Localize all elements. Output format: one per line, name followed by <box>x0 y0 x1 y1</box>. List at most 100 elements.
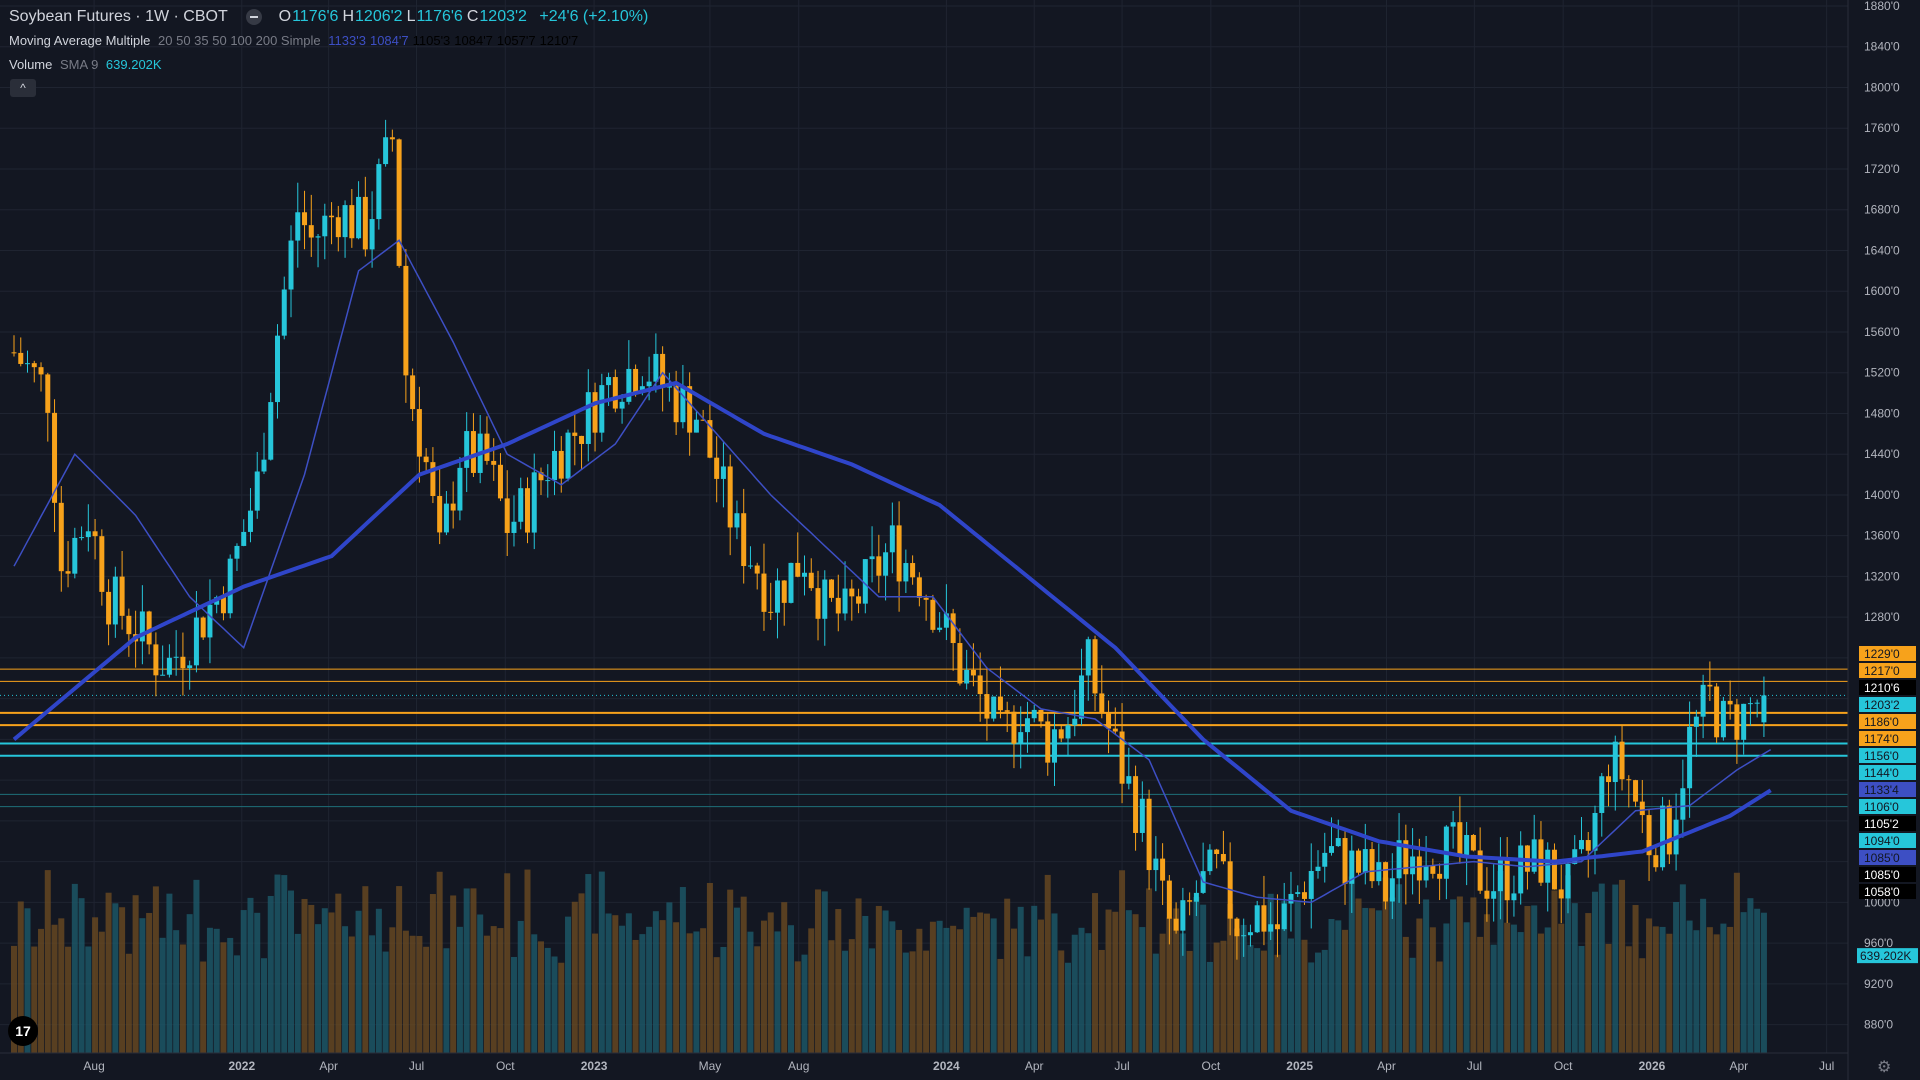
candle-body <box>1274 924 1280 930</box>
time-tick-label: Jul <box>1819 1059 1834 1073</box>
volume-bar <box>1510 924 1517 1053</box>
volume-bar <box>956 929 963 1053</box>
ohlc-label-h: H <box>342 8 355 25</box>
volume-bar <box>1004 898 1011 1053</box>
volume-bar <box>450 895 457 1053</box>
volume-bar <box>977 912 984 1053</box>
volume-bar <box>950 925 957 1053</box>
candle-body <box>808 572 814 589</box>
moving-averages <box>12 239 1772 904</box>
price-tag-bg <box>1859 799 1916 814</box>
volume-params: SMA 9 <box>60 57 99 72</box>
volume-bar <box>517 920 524 1053</box>
volume-bar <box>821 891 828 1053</box>
candle-body <box>450 503 456 511</box>
price-tag-label: 1085'0 <box>1864 851 1900 865</box>
volume-value: 639.202K <box>105 57 162 72</box>
candle-body <box>1301 892 1307 899</box>
volume-bar <box>389 927 396 1053</box>
candle-body <box>72 537 78 574</box>
volume-bar <box>1416 918 1423 1053</box>
volume-bar <box>294 933 301 1053</box>
price-tag-label: 1174'0 <box>1864 732 1899 746</box>
candle-body <box>1389 878 1395 902</box>
candle-body <box>1477 850 1483 891</box>
candle-body <box>92 531 98 537</box>
volume-bar <box>98 931 105 1053</box>
candle-body <box>329 215 335 218</box>
volume-bar <box>1531 905 1538 1053</box>
candle-body <box>896 525 902 582</box>
candle-body <box>430 462 436 497</box>
candle-body <box>1565 863 1571 899</box>
volume-bar <box>1564 875 1571 1053</box>
candle-body <box>1281 903 1287 930</box>
candle-body <box>288 240 294 290</box>
time-tick-label: Oct <box>496 1059 515 1073</box>
tradingview-logo[interactable]: 17 <box>8 1016 38 1046</box>
candle-body <box>1329 846 1335 853</box>
visibility-toggle-icon[interactable] <box>246 8 263 25</box>
legend-volume[interactable]: Volume SMA 9 639.202K <box>9 57 166 72</box>
volume-bar <box>889 921 896 1053</box>
candle-body <box>146 611 152 645</box>
candle-body <box>1085 639 1091 676</box>
gear-icon[interactable]: ⚙ <box>1877 1059 1892 1076</box>
ma-slow-line <box>12 380 1772 864</box>
volume-bar <box>1450 899 1457 1053</box>
time-axis[interactable]: Aug 2022 Apr Jul Oct 2023 May Aug 2024 Apr Jul Oct 2… <box>83 1059 1834 1073</box>
horizontal-levels[interactable] <box>0 668 1848 808</box>
candle-body <box>666 386 672 388</box>
candle-body <box>1660 805 1666 868</box>
volume-bar <box>639 934 646 1053</box>
candle-body <box>443 503 449 533</box>
volume-bar <box>1592 891 1599 1053</box>
volume-bar <box>456 926 463 1053</box>
volume-bar <box>321 908 328 1053</box>
candle-body <box>1349 850 1355 884</box>
candle-body <box>470 431 476 473</box>
volume-bar <box>1659 926 1666 1053</box>
legend-moving-average[interactable]: Moving Average Multiple 20 50 35 50 100 … <box>9 33 586 48</box>
candle-body <box>207 604 213 638</box>
price-tick-label: 1320'0 <box>1864 569 1900 583</box>
time-tick-label: Oct <box>1202 1059 1221 1073</box>
candle-body <box>916 577 922 598</box>
candle-body <box>160 674 166 676</box>
candle-body <box>193 617 199 666</box>
candle-body <box>376 164 382 220</box>
ma-value-2: 1105'3 <box>412 33 451 48</box>
price-tick-label: 1640'0 <box>1864 243 1900 257</box>
candle-body <box>1545 849 1551 883</box>
volume-bar <box>497 928 504 1053</box>
candle-body <box>416 409 422 457</box>
candle-body <box>1761 695 1767 723</box>
volume-bar <box>1233 928 1240 1053</box>
price-tag-bg <box>1859 731 1916 746</box>
candle-body <box>335 217 341 238</box>
candle-body <box>606 377 612 386</box>
candle-body <box>1403 840 1409 875</box>
legend-header: Soybean Futures · 1W · CBOT O1176'6 H1206… <box>9 8 652 26</box>
collapse-legend-button[interactable]: ^ <box>10 79 36 97</box>
candle-body <box>531 472 537 533</box>
candle-body <box>166 657 172 675</box>
candle-body <box>1335 838 1341 847</box>
volume-bar <box>551 956 558 1053</box>
candle-body <box>572 432 578 436</box>
candle-body <box>423 456 429 463</box>
price-tick-label: 1760'0 <box>1864 121 1900 135</box>
volume-bar <box>1206 961 1213 1053</box>
volume-bar <box>328 912 335 1053</box>
price-tag-bg <box>1859 816 1916 831</box>
price-axis[interactable]: 1880'0 1840'0 1800'0 1760'0 1720'0 1680'0 1640… <box>1864 0 1900 1032</box>
symbol-title[interactable]: Soybean Futures · 1W · CBOT <box>9 8 228 25</box>
candle-body <box>1342 838 1348 884</box>
candle-body <box>1531 839 1537 872</box>
candle-body <box>464 431 470 468</box>
volume-bar <box>1389 897 1396 1053</box>
volume-bar <box>125 953 132 1053</box>
volume-bar <box>754 946 761 1053</box>
volume-bar <box>200 961 207 1053</box>
